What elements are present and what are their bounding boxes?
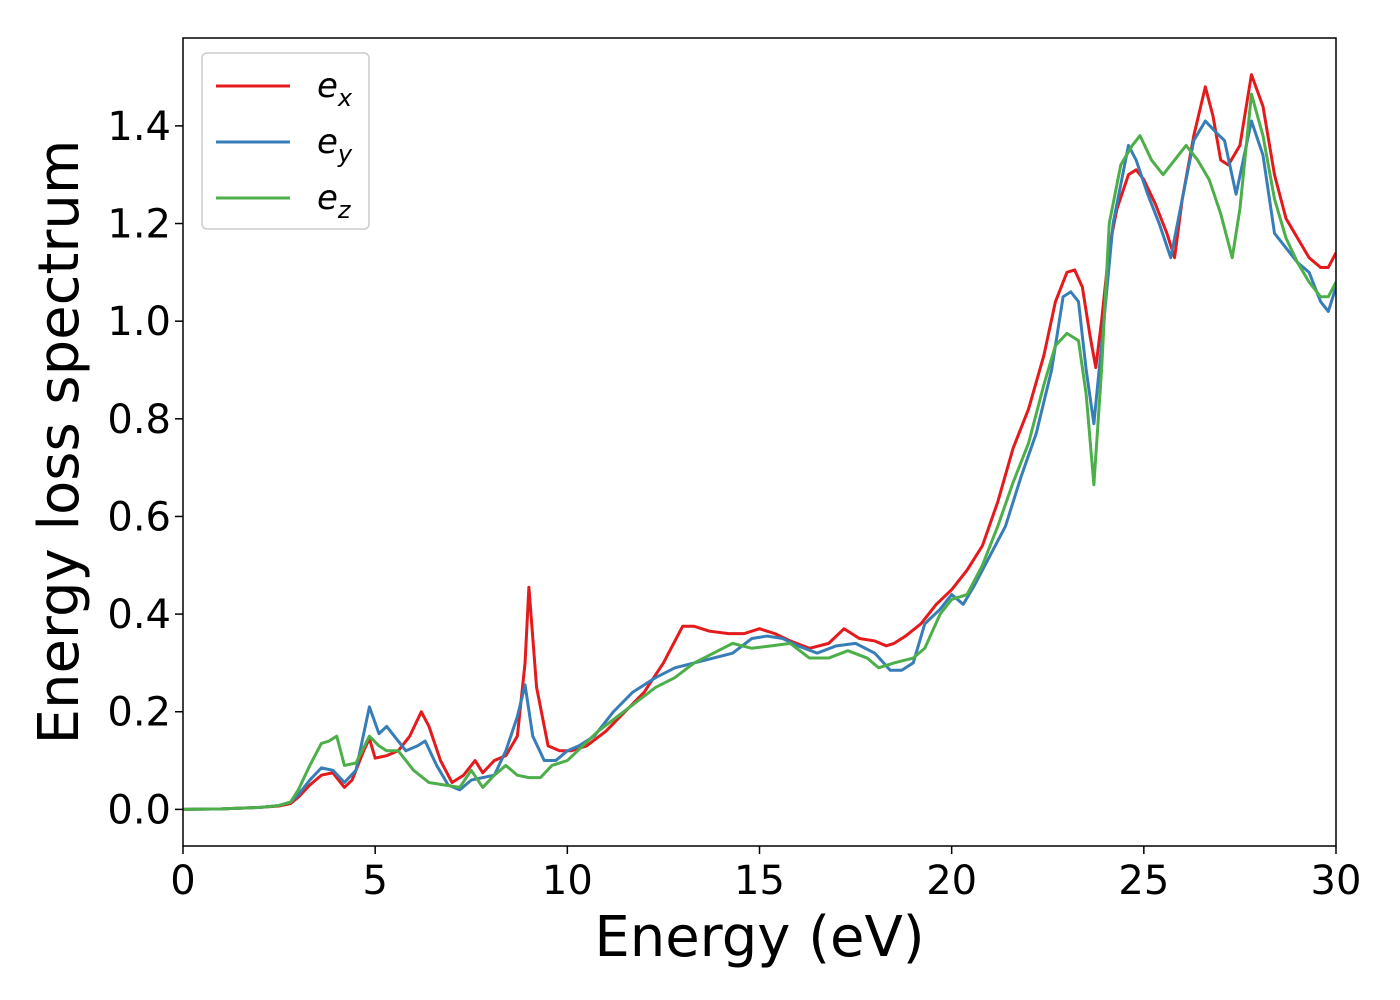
- x-tick-label: 30: [1311, 858, 1362, 904]
- y-axis-title: Energy loss spectrum: [27, 140, 92, 745]
- y-tick-label: 0.0: [107, 787, 171, 833]
- legend-label-ez: ez: [317, 178, 352, 224]
- y-tick-label: 0.4: [107, 592, 171, 638]
- x-tick-label: 15: [734, 858, 785, 904]
- x-tick-label: 0: [170, 858, 195, 904]
- y-tick-label: 1.4: [107, 104, 171, 150]
- series-line-ex: [183, 73, 1336, 811]
- x-tick-label: 25: [1118, 858, 1169, 904]
- y-tick-label: 1.0: [107, 299, 171, 345]
- legend-label-ey: ey: [317, 122, 353, 168]
- x-axis-title: Energy (eV): [594, 905, 924, 970]
- x-tick-label: 20: [926, 858, 977, 904]
- y-tick-label: 0.8: [107, 397, 171, 443]
- y-tick-label: 1.2: [107, 202, 171, 248]
- series-line-ey: [183, 119, 1336, 811]
- y-tick-label: 0.2: [107, 690, 171, 736]
- x-tick-label: 10: [542, 858, 593, 904]
- plot-frame: [182, 37, 1337, 847]
- x-tick-label: 5: [362, 858, 387, 904]
- legend-label-ex: ex: [317, 66, 353, 112]
- legend: ex ey ez: [201, 52, 370, 230]
- series-line-ez: [183, 92, 1336, 811]
- y-tick-label: 0.6: [107, 494, 171, 540]
